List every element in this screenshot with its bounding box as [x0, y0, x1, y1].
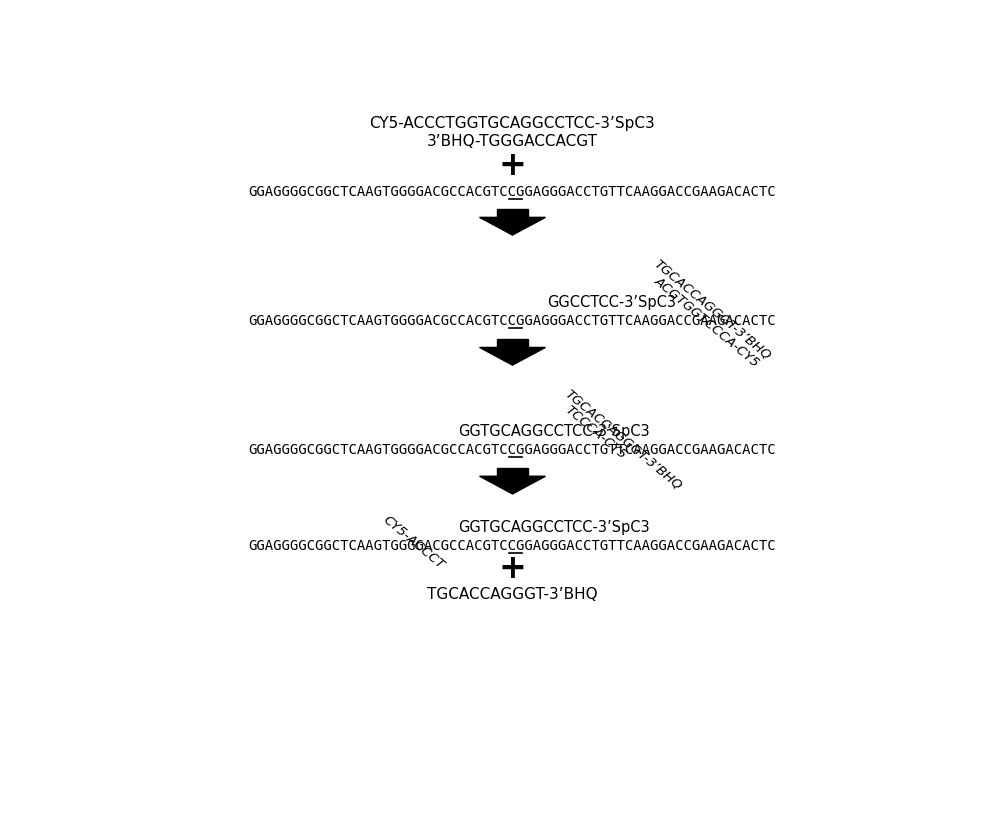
Text: TGCACCAGGGT-3’BHQ: TGCACCAGGGT-3’BHQ — [427, 586, 598, 601]
Text: GGAGGGGCGGCTCAAGTGGGGACGCCACGTCCGGAGGGACCTGTTCAAGGACCGAAGACACTC: GGAGGGGCGGCTCAAGTGGGGACGCCACGTCCGGAGGGAC… — [249, 314, 776, 328]
Text: GGTGCAGGCCTCC-3’SpC3: GGTGCAGGCCTCC-3’SpC3 — [458, 423, 650, 439]
Text: TGCACCAGGGT-3’BHQ: TGCACCAGGGT-3’BHQ — [652, 257, 774, 362]
Text: +: + — [499, 552, 526, 585]
Text: TGCACCAGGGT-3’BHQ: TGCACCAGGGT-3’BHQ — [563, 387, 684, 491]
Text: TCCCA-CY5: TCCCA-CY5 — [563, 403, 629, 461]
Polygon shape — [480, 348, 545, 365]
Polygon shape — [480, 477, 545, 495]
Text: CY5-ACCCTGGTGCAGGCCTCC-3’SpC3: CY5-ACCCTGGTGCAGGCCTCC-3’SpC3 — [370, 116, 655, 131]
Text: GGTGCAGGCCTCC-3’SpC3: GGTGCAGGCCTCC-3’SpC3 — [458, 519, 650, 535]
Text: GGAGGGGCGGCTCAAGTGGGGACGCCACGTCCGGAGGGACCTGTTCAAGGACCGAAGACACTC: GGAGGGGCGGCTCAAGTGGGGACGCCACGTCCGGAGGGAC… — [249, 538, 776, 552]
Text: CY5-ACCCT: CY5-ACCCT — [380, 513, 447, 571]
Text: 3’BHQ-TGGGACCACGT: 3’BHQ-TGGGACCACGT — [427, 133, 598, 149]
FancyBboxPatch shape — [497, 210, 528, 218]
Text: ACGTGGTCCCA-CY5: ACGTGGTCCCA-CY5 — [652, 274, 762, 369]
Text: GGAGGGGCGGCTCAAGTGGGGACGCCACGTCCGGAGGGACCTGTTCAAGGACCGAAGACACTC: GGAGGGGCGGCTCAAGTGGGGACGCCACGTCCGGAGGGAC… — [249, 442, 776, 456]
Text: GGCCTCC-3’SpC3: GGCCTCC-3’SpC3 — [547, 295, 676, 310]
Text: GGAGGGGCGGCTCAAGTGGGGACGCCACGTCCGGAGGGACCTGTTCAAGGACCGAAGACACTC: GGAGGGGCGGCTCAAGTGGGGACGCCACGTCCGGAGGGAC… — [249, 184, 776, 198]
FancyBboxPatch shape — [497, 340, 528, 348]
FancyBboxPatch shape — [497, 468, 528, 477]
Polygon shape — [480, 218, 545, 236]
Text: +: + — [499, 149, 526, 183]
